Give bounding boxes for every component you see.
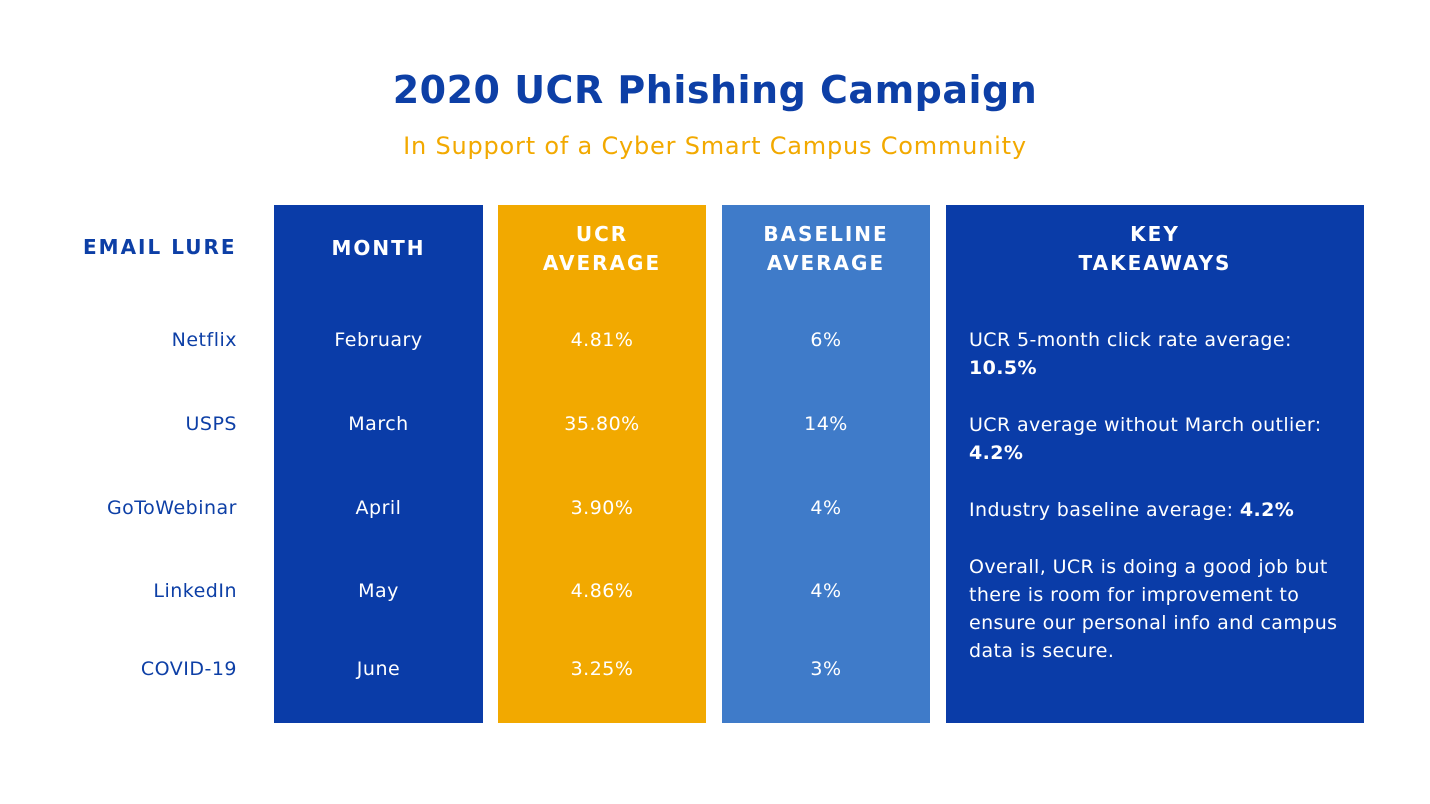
baseline-cell: 4%: [810, 580, 842, 602]
page-title: 2020 UCR Phishing Campaign: [392, 68, 1038, 112]
month-cell: June: [356, 658, 401, 680]
baseline-header-line1: BASELINE: [763, 222, 889, 246]
takeaway-text: UCR average without March outlier:: [969, 414, 1322, 436]
takeaway-text: Overall, UCR is doing a good job but the…: [969, 556, 1338, 662]
baseline-header-line2: AVERAGE: [766, 251, 886, 275]
takeaway-item: UCR 5-month click rate average: 10.5%: [969, 326, 1349, 382]
ucr-average-header: UCR AVERAGE: [498, 220, 706, 278]
baseline-cell: 14%: [804, 413, 848, 435]
baseline-average-column: BASELINE AVERAGE 6% 14% 4% 4% 3%: [722, 205, 930, 723]
lure-cell: LinkedIn: [153, 580, 237, 602]
baseline-cell: 6%: [810, 329, 842, 351]
takeaway-value: 4.2%: [1239, 499, 1295, 521]
ucr-average-column: UCR AVERAGE 4.81% 35.80% 3.90% 4.86% 3.2…: [498, 205, 706, 723]
key-header-line2: TAKEAWAYS: [1078, 251, 1232, 275]
lure-cell: USPS: [185, 413, 237, 435]
month-cell: February: [334, 329, 423, 351]
lure-cell: Netflix: [171, 329, 237, 351]
key-header-line1: KEY: [1130, 222, 1180, 246]
ucr-cell: 3.90%: [570, 497, 634, 519]
ucr-cell: 4.86%: [570, 580, 634, 602]
takeaway-value: 10.5%: [969, 357, 1037, 379]
month-cell: May: [358, 580, 399, 602]
email-lure-header: EMAIL LURE: [83, 235, 237, 259]
baseline-average-header: BASELINE AVERAGE: [722, 220, 930, 278]
takeaway-text: Industry baseline average:: [969, 499, 1240, 521]
takeaway-item: Overall, UCR is doing a good job but the…: [969, 553, 1349, 665]
month-header: MONTH: [331, 236, 426, 260]
baseline-cell: 4%: [810, 497, 842, 519]
ucr-cell: 3.25%: [570, 658, 634, 680]
takeaway-item: UCR average without March outlier: 4.2%: [969, 411, 1349, 467]
ucr-cell: 35.80%: [564, 413, 640, 435]
key-takeaways-header: KEY TAKEAWAYS: [946, 220, 1364, 278]
lure-cell: GoToWebinar: [106, 497, 237, 519]
month-column: MONTH February March April May June: [274, 205, 483, 723]
page-subtitle: In Support of a Cyber Smart Campus Commu…: [403, 132, 1027, 160]
takeaway-value: 4.2%: [969, 442, 1024, 464]
lure-cell: COVID-19: [140, 658, 237, 680]
ucr-header-line1: UCR: [575, 222, 629, 246]
month-cell: March: [348, 413, 409, 435]
key-takeaways-column: KEY TAKEAWAYS UCR 5-month click rate ave…: [946, 205, 1364, 723]
takeaway-text: UCR 5-month click rate average:: [969, 329, 1292, 351]
takeaway-item: Industry baseline average: 4.2%: [969, 496, 1349, 524]
ucr-cell: 4.81%: [570, 329, 634, 351]
ucr-header-line2: AVERAGE: [542, 251, 662, 275]
month-cell: April: [355, 497, 402, 519]
baseline-cell: 3%: [810, 658, 842, 680]
